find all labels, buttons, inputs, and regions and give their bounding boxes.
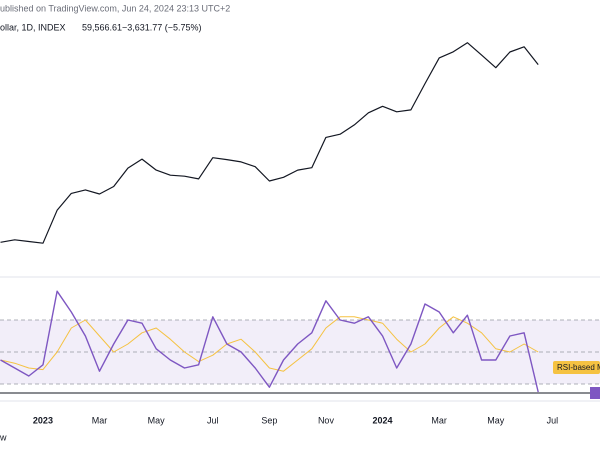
x-tick-label: Mar xyxy=(92,415,108,425)
x-tick-label: Jul xyxy=(207,415,219,425)
rsi-value-tag xyxy=(590,387,600,399)
rsi-line xyxy=(0,290,539,393)
published-note: ublished on TradingView.com, Jun 24, 202… xyxy=(0,3,230,13)
price-line xyxy=(0,42,539,244)
last-price: 59,566.61 xyxy=(82,22,122,32)
footer: w xyxy=(0,432,7,442)
rsi-line xyxy=(0,316,539,372)
x-tick-label: May xyxy=(148,415,166,425)
x-tick-label: Jul xyxy=(547,415,559,425)
legend-tag xyxy=(553,361,600,374)
price-change: −3,631.77 (−5.75%) xyxy=(122,22,202,32)
x-tick-label: 2024 xyxy=(373,415,393,425)
x-tick-label: Mar xyxy=(431,415,447,425)
x-tick-label: Sep xyxy=(261,415,277,425)
x-tick-label: May xyxy=(487,415,505,425)
x-tick-label: Nov xyxy=(318,415,335,425)
symbol: ollar, 1D, INDEX xyxy=(0,22,66,32)
x-tick-label: 2023 xyxy=(33,415,53,425)
legend-label: RSI-based M xyxy=(557,363,600,372)
